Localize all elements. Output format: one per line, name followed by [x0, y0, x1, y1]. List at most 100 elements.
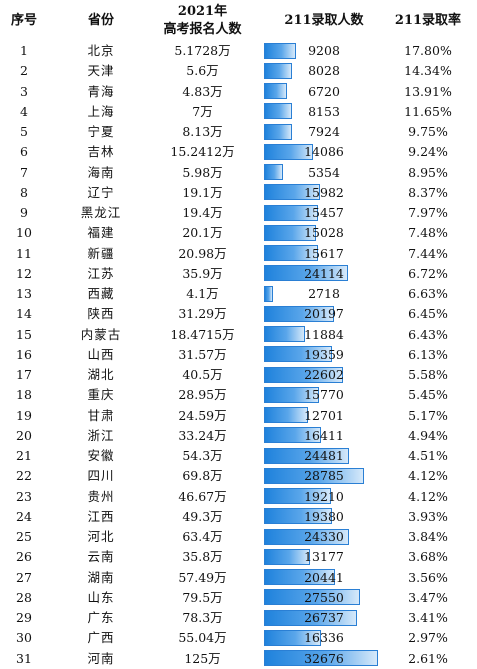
row-province: 重庆 — [87, 387, 115, 403]
row-admitted: 11884 — [304, 326, 344, 342]
row-registrants: 20.98万 — [178, 245, 227, 261]
row-registrants: 5.1728万 — [174, 43, 231, 58]
row-index: 5 — [20, 124, 28, 139]
row-province: 西藏 — [87, 286, 115, 301]
row-registrants: 28.95万 — [178, 387, 227, 403]
row-rate: 13.91% — [404, 83, 452, 99]
row-province: 河南 — [87, 650, 115, 666]
row-province: 海南 — [87, 164, 115, 180]
row-admitted: 14086 — [304, 144, 344, 160]
row-province: 河北 — [87, 529, 115, 544]
row-registrants: 46.67万 — [178, 488, 227, 504]
admitted-bar — [264, 83, 287, 99]
admitted-bar — [264, 326, 305, 342]
row-index: 30 — [16, 630, 32, 646]
row-province: 贵州 — [87, 488, 115, 504]
admitted-bar — [264, 508, 332, 525]
admitted-bar — [264, 569, 335, 585]
row-rate: 7.97% — [408, 205, 448, 220]
row-admitted: 8028 — [308, 63, 340, 79]
row-province: 安徽 — [87, 448, 115, 463]
row-rate: 8.95% — [408, 164, 448, 180]
row-province: 江西 — [87, 508, 115, 524]
admitted-bar — [264, 447, 349, 464]
row-registrants: 49.3万 — [182, 508, 223, 524]
row-rate: 6.63% — [408, 286, 448, 301]
admitted-bar — [264, 204, 318, 221]
row-admitted: 15770 — [304, 387, 344, 403]
row-registrants: 18.4715万 — [170, 326, 235, 342]
row-registrants: 5.98万 — [182, 164, 223, 180]
row-admitted: 24330 — [304, 529, 344, 544]
row-index: 12 — [16, 265, 32, 281]
admitted-bar — [264, 346, 332, 363]
admitted-bar — [264, 164, 283, 180]
row-index: 3 — [20, 83, 28, 99]
admitted-bar — [264, 224, 316, 241]
row-admitted: 8153 — [308, 103, 340, 119]
header-rate: 211录取率 — [394, 13, 462, 28]
row-registrants: 19.4万 — [182, 205, 223, 220]
row-admitted: 22602 — [304, 367, 344, 382]
row-registrants: 54.3万 — [182, 448, 223, 463]
row-rate: 5.17% — [408, 407, 448, 423]
admitted-bar — [264, 386, 319, 403]
header-index: 序号 — [10, 13, 37, 28]
header-admitted: 211录取人数 — [284, 13, 364, 28]
row-province: 山西 — [87, 346, 115, 362]
admitted-bar — [264, 305, 334, 322]
row-index: 2 — [20, 63, 28, 79]
row-province: 江苏 — [87, 265, 115, 281]
row-index: 22 — [16, 468, 32, 484]
row-rate: 3.93% — [408, 508, 448, 524]
row-registrants: 40.5万 — [182, 367, 223, 382]
row-rate: 5.45% — [408, 387, 448, 403]
row-province: 福建 — [87, 225, 115, 241]
row-rate: 7.44% — [408, 245, 448, 261]
row-admitted: 6720 — [308, 83, 340, 99]
row-rate: 7.48% — [408, 225, 448, 241]
row-rate: 8.37% — [408, 184, 448, 200]
row-rate: 9.75% — [408, 124, 448, 139]
header-registrants-year: 2021年 — [177, 4, 228, 19]
row-registrants: 7万 — [192, 103, 213, 119]
row-province: 上海 — [87, 103, 115, 119]
row-rate: 3.41% — [408, 610, 448, 625]
row-index: 23 — [16, 488, 32, 504]
row-admitted: 7924 — [308, 124, 340, 139]
admitted-bar — [264, 427, 321, 444]
row-index: 13 — [16, 286, 32, 301]
row-admitted: 28785 — [304, 468, 344, 484]
admitted-bar — [264, 609, 357, 626]
row-index: 9 — [20, 205, 28, 220]
row-rate: 5.58% — [408, 367, 448, 382]
row-index: 17 — [16, 367, 32, 382]
row-admitted: 15457 — [304, 205, 344, 220]
row-index: 14 — [16, 306, 32, 322]
row-index: 21 — [16, 448, 32, 463]
admitted-bar — [264, 103, 292, 120]
row-admitted: 19380 — [304, 508, 344, 524]
row-admitted: 2718 — [308, 286, 340, 301]
row-rate: 4.94% — [408, 427, 448, 443]
row-admitted: 19359 — [304, 346, 344, 362]
row-province: 北京 — [87, 43, 115, 58]
admitted-bar — [264, 184, 320, 201]
row-admitted: 12701 — [304, 407, 344, 423]
row-admitted: 26737 — [304, 610, 344, 625]
row-index: 15 — [16, 326, 32, 342]
row-rate: 4.12% — [408, 488, 448, 504]
row-province: 陕西 — [87, 306, 115, 322]
row-admitted: 15617 — [304, 245, 344, 261]
row-index: 26 — [16, 549, 32, 565]
row-admitted: 16411 — [304, 427, 344, 443]
row-province: 浙江 — [87, 427, 115, 443]
row-province: 湖北 — [87, 367, 115, 382]
row-rate: 3.68% — [408, 549, 448, 565]
row-admitted: 24114 — [304, 265, 344, 281]
admitted-bar — [264, 62, 292, 79]
row-index: 31 — [16, 650, 32, 666]
row-rate: 6.72% — [408, 265, 448, 281]
row-index: 1 — [20, 43, 28, 58]
row-registrants: 5.6万 — [186, 63, 219, 79]
